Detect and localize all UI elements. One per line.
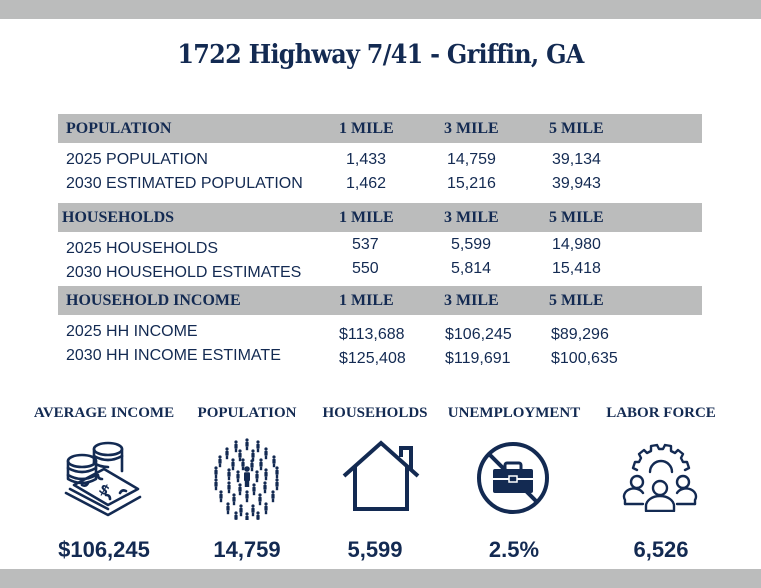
value-3-mile: $119,691: [445, 350, 511, 367]
value-1-mile: 537: [352, 236, 379, 253]
row-label: 2025 POPULATION: [66, 151, 208, 168]
value-5-mile: 15,418: [552, 260, 601, 277]
stat-value: $106,245: [58, 537, 150, 562]
column-header-5-mile: 5 MILE: [549, 292, 604, 309]
column-header-1-mile: 1 MILE: [339, 209, 394, 226]
column-header-1-mile: 1 MILE: [339, 120, 394, 137]
value-3-mile: $106,245: [445, 326, 512, 343]
column-header-5-mile: 5 MILE: [549, 209, 604, 226]
stat-title: POPULATION: [197, 405, 297, 421]
stat-title: HOUSEHOLDS: [322, 405, 428, 421]
value-1-mile: $113,688: [339, 326, 405, 343]
section-title: POPULATION: [66, 120, 172, 137]
row-label: 2025 HH INCOME: [66, 323, 198, 340]
value-1-mile: 1,462: [346, 175, 387, 192]
column-header-5-mile: 5 MILE: [549, 120, 604, 137]
row-label: 2030 HOUSEHOLD ESTIMATES: [66, 264, 302, 281]
bottom-bar: [0, 569, 761, 588]
value-1-mile: $125,408: [339, 350, 406, 367]
team-gear-icon: [621, 440, 699, 517]
section-title: HOUSEHOLD INCOME: [66, 292, 241, 309]
stat-value: 14,759: [213, 537, 281, 562]
no-briefcase-icon: [476, 441, 550, 520]
value-5-mile: 39,134: [552, 151, 601, 168]
row-label: 2030 HH INCOME ESTIMATE: [66, 347, 281, 364]
stat-value: 2.5%: [488, 537, 540, 562]
row-label: 2025 HOUSEHOLDS: [66, 240, 219, 257]
value-3-mile: 15,216: [447, 175, 496, 192]
value-1-mile: 1,433: [346, 151, 387, 168]
stat-value: 6,526: [633, 537, 689, 562]
column-header-3-mile: 3 MILE: [444, 209, 499, 226]
row-label: 2030 ESTIMATED POPULATION: [66, 175, 303, 192]
column-header-3-mile: 3 MILE: [444, 292, 499, 309]
top-bar: [0, 0, 761, 19]
section-header: HOUSEHOLD INCOME 1 MILE 3 MILE 5 MILE: [58, 286, 702, 315]
section-header: HOUSEHOLDS 1 MILE 3 MILE 5 MILE: [58, 203, 702, 232]
money-coins-icon: $: [62, 437, 144, 522]
value-3-mile: 14,759: [447, 151, 496, 168]
value-3-mile: 5,814: [451, 260, 492, 277]
people-crowd-icon: [207, 438, 287, 525]
value-5-mile: $100,635: [551, 350, 618, 367]
value-3-mile: 5,599: [451, 236, 492, 253]
stat-title: UNEMPLOYMENT: [447, 405, 581, 421]
column-header-3-mile: 3 MILE: [444, 120, 499, 137]
section-title: HOUSEHOLDS: [62, 209, 175, 226]
value-1-mile: 550: [352, 260, 379, 277]
stat-title: AVERAGE INCOME: [33, 405, 175, 421]
house-icon: [341, 440, 421, 517]
value-5-mile: 39,943: [552, 175, 601, 192]
column-header-1-mile: 1 MILE: [339, 292, 394, 309]
value-5-mile: $89,296: [551, 326, 609, 343]
page-title: 1722 Highway 7/41 - Griffin, GA: [177, 40, 584, 70]
value-5-mile: 14,980: [552, 236, 601, 253]
stat-value: 5,599: [347, 537, 403, 562]
section-header: POPULATION 1 MILE 3 MILE 5 MILE: [58, 114, 702, 143]
stat-title: LABOR FORCE: [606, 405, 716, 421]
